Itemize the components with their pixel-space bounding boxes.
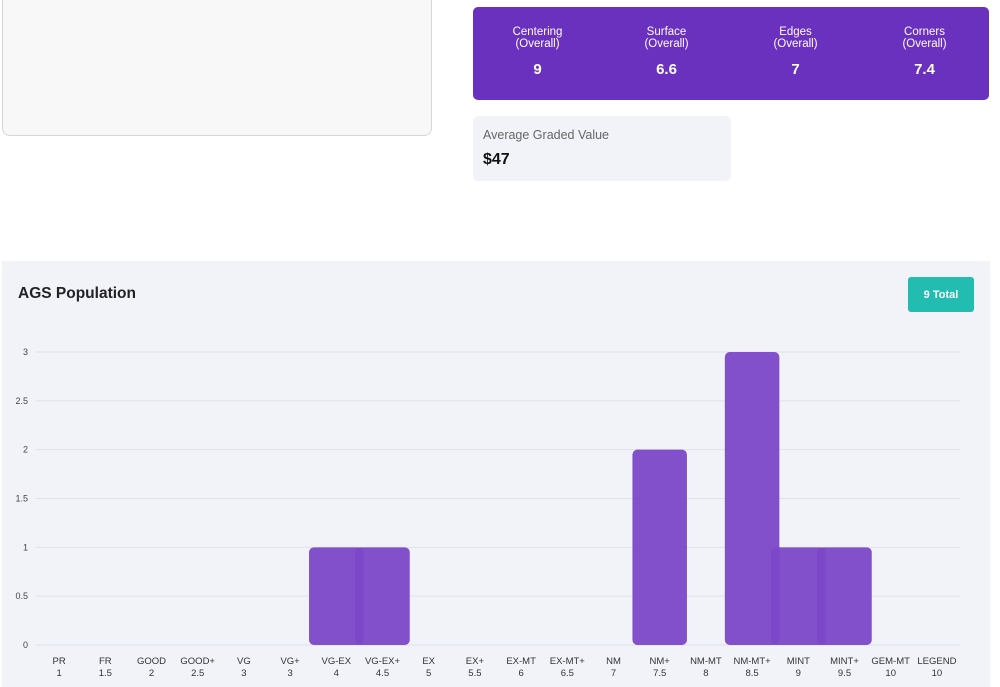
bar-mint+ <box>817 547 872 645</box>
bar-nm+ <box>632 449 687 645</box>
x-tick-grade: 8.5 <box>745 668 758 679</box>
population-title: AGS Population <box>18 285 136 302</box>
card-image-placeholder <box>2 0 432 136</box>
x-tick-grade: 10 <box>885 668 896 679</box>
subgrade-value: 7.4 <box>914 61 935 78</box>
bar-vg-ex <box>309 547 364 645</box>
x-tick-grade: 6 <box>518 668 523 679</box>
x-tick-label: NM-MT <box>690 656 722 667</box>
y-tick-label: 1 <box>23 542 28 552</box>
x-tick-grade: 1 <box>56 668 61 679</box>
x-tick-label: NM <box>606 656 621 667</box>
average-graded-value-card: Average Graded Value $47 <box>473 116 731 181</box>
subgrade-edges: Edges (Overall) 7 <box>731 7 860 100</box>
x-tick-grade: 9 <box>796 668 801 679</box>
subgrade-value: 6.6 <box>656 61 677 78</box>
subgrade-label: Corners (Overall) <box>902 26 947 50</box>
average-graded-value: $47 <box>483 151 510 168</box>
y-tick-label: 1.5 <box>15 494 28 504</box>
x-tick-grade: 4.5 <box>376 668 389 679</box>
bar-vg-ex+ <box>355 547 410 645</box>
x-tick-grade: 10 <box>932 668 943 679</box>
x-tick-label: VG-EX+ <box>365 656 401 667</box>
x-tick-grade: 2.5 <box>191 668 204 679</box>
x-tick-label: EX-MT <box>506 656 536 667</box>
x-tick-label: GOOD <box>137 656 166 667</box>
x-tick-label: EX <box>422 656 435 667</box>
x-tick-grade: 5 <box>426 668 431 679</box>
subgrade-surface: Surface (Overall) 6.6 <box>602 7 731 100</box>
bar-nm-mt+ <box>724 352 780 645</box>
x-tick-grade: 3 <box>287 668 292 679</box>
x-tick-grade: 2 <box>149 668 154 679</box>
bar-mint <box>771 547 826 645</box>
subgrade-corners: Corners (Overall) 7.4 <box>860 7 989 100</box>
x-tick-label: LEGEND <box>917 656 956 667</box>
x-tick-grade: 7.5 <box>653 668 666 679</box>
x-tick-label: GEM-MT <box>871 656 910 667</box>
x-tick-grade: 8 <box>703 668 708 679</box>
x-tick-label: EX+ <box>466 656 485 667</box>
total-badge[interactable]: 9 Total <box>908 277 974 312</box>
x-tick-label: VG-EX <box>322 656 352 667</box>
x-tick-label: MINT+ <box>830 656 859 667</box>
subgrade-value: 7 <box>791 61 800 78</box>
x-tick-label: FR <box>99 656 112 667</box>
x-tick-grade: 5.5 <box>468 668 481 679</box>
x-tick-label: VG <box>237 656 251 667</box>
y-tick-label: 3 <box>23 347 28 357</box>
x-tick-grade: 7 <box>611 668 616 679</box>
y-tick-label: 0.5 <box>15 591 28 601</box>
x-tick-label: NM-MT+ <box>733 656 771 667</box>
population-panel: AGS Population 9 Total 0 0.5 1 1.5 2 2.5 3 PR 1 F… <box>2 261 990 687</box>
subgrade-centering: Centering (Overall) 9 <box>473 7 602 100</box>
x-tick-label: PR <box>52 656 65 667</box>
subgrade-label: Surface (Overall) <box>644 26 689 50</box>
x-tick-label: VG+ <box>280 656 300 667</box>
x-tick-grade: 4 <box>334 668 339 679</box>
y-tick-label: 0 <box>23 640 28 650</box>
x-tick-grade: 1.5 <box>99 668 112 679</box>
population-chart: 00.511.522.53PR1FR1.5GOOD2GOOD+2.5VG3VG+… <box>15 347 960 679</box>
subgrade-label: Edges (Overall) <box>773 26 818 50</box>
average-graded-value-label: Average Graded Value <box>483 128 610 142</box>
subgrade-label: Centering (Overall) <box>512 26 563 50</box>
y-tick-label: 2.5 <box>15 396 28 406</box>
x-tick-grade: 9.5 <box>838 668 851 679</box>
subgrades-panel: Centering (Overall) 9 Surface (Overall) … <box>473 7 989 100</box>
subgrade-value: 9 <box>533 61 542 78</box>
y-tick-label: 2 <box>23 445 28 455</box>
x-tick-grade: 3 <box>241 668 246 679</box>
x-tick-grade: 6.5 <box>561 668 574 679</box>
x-tick-label: MINT <box>787 656 810 667</box>
x-tick-label: EX-MT+ <box>550 656 586 667</box>
x-tick-label: GOOD+ <box>180 656 215 667</box>
x-tick-label: NM+ <box>650 656 671 667</box>
